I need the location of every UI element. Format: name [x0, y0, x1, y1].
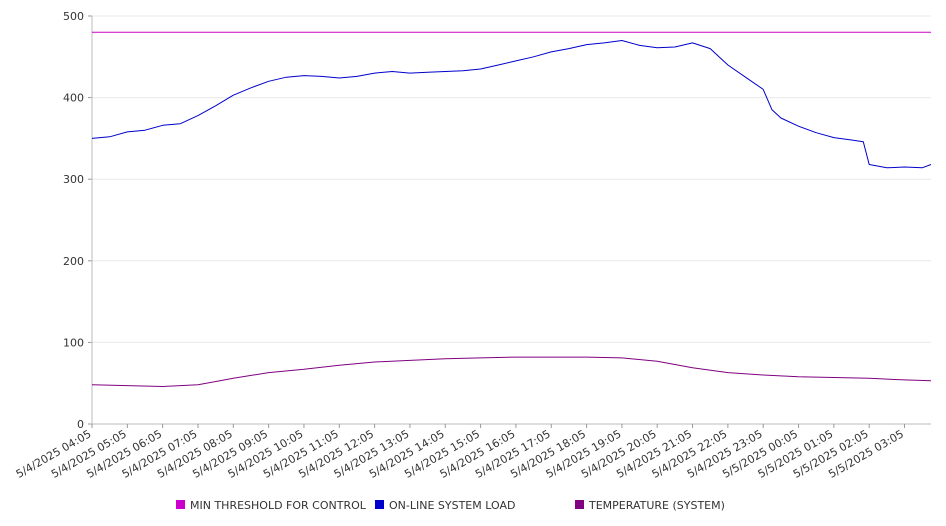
legend-label: MIN THRESHOLD FOR CONTROL: [190, 499, 367, 512]
legend-swatch: [575, 500, 584, 509]
y-tick-label: 300: [63, 173, 84, 186]
y-tick-label: 0: [77, 418, 84, 431]
y-tick-label: 200: [63, 255, 84, 268]
legend-swatch: [176, 500, 185, 509]
legend-label: ON-LINE SYSTEM LOAD: [389, 499, 515, 512]
legend-label: TEMPERATURE (SYSTEM): [588, 499, 725, 512]
series-line-on-line-system-load: [91, 40, 932, 169]
y-tick-label: 400: [63, 92, 84, 105]
gridlines: [92, 15, 931, 343]
y-tick-label: 500: [63, 10, 84, 23]
legend: MIN THRESHOLD FOR CONTROL ON-LINE SYSTEM …: [176, 499, 725, 512]
y-tick-label: 100: [63, 336, 84, 349]
series-line-temperature-system: [91, 356, 932, 387]
legend-swatch: [375, 500, 384, 509]
series-lines: [91, 31, 932, 387]
